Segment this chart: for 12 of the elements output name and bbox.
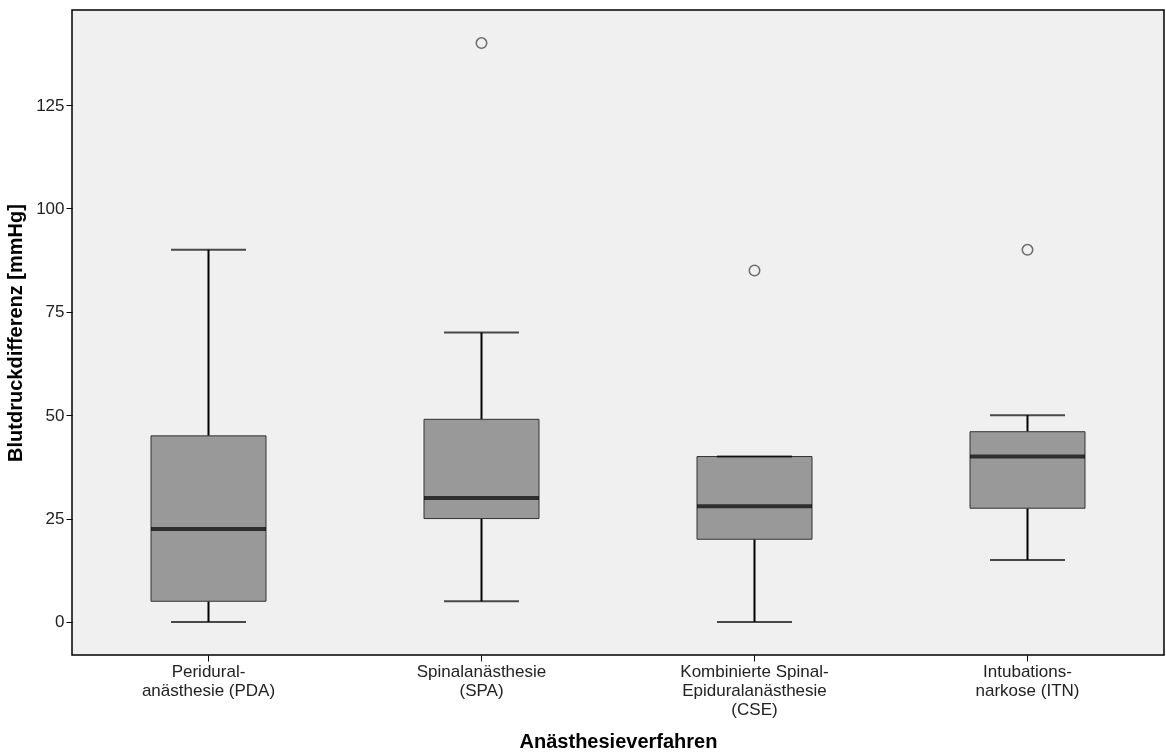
x-tick-label: Spinalanästhesie (SPA) bbox=[416, 661, 547, 700]
x-tick-label: Peridural- anästhesie (PDA) bbox=[141, 661, 276, 700]
y-tick-label: 50 bbox=[45, 405, 65, 425]
y-tick-label: 0 bbox=[55, 612, 65, 632]
y-tick-label: 125 bbox=[36, 95, 65, 115]
x-tick-label: Kombinierte Spinal- Epiduralanästhesie (CSE) bbox=[680, 661, 829, 719]
x-axis-title: Anästhesieverfahren bbox=[519, 729, 718, 752]
x-tick-label: Intubations- narkose (ITN) bbox=[975, 661, 1080, 700]
y-tick-label: 100 bbox=[36, 198, 65, 218]
y-axis-title: Blutdruckdifferenz [mmHg] bbox=[4, 204, 27, 462]
y-tick-label: 75 bbox=[45, 302, 65, 322]
y-tick-label: 25 bbox=[45, 509, 65, 529]
